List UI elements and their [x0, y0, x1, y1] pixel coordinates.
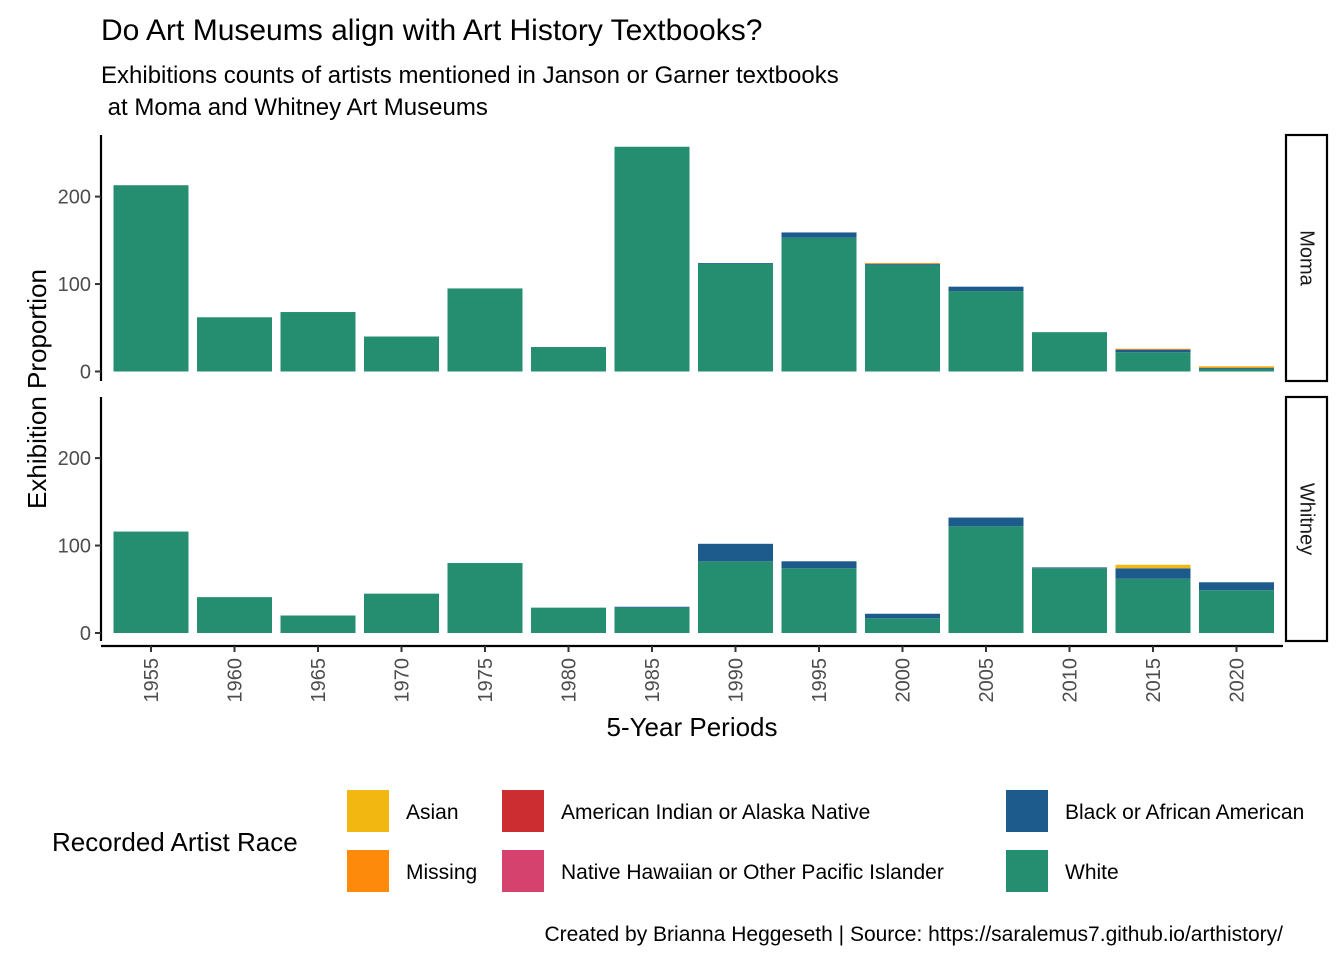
x-tick-label-1960: 1960 [225, 658, 247, 703]
bar-moma-2015-white [1115, 352, 1191, 372]
x-tick-label-2020: 2020 [1227, 658, 1249, 703]
legend-swatch-black-or-african-american [1006, 790, 1048, 832]
x-tick-label-1980: 1980 [559, 658, 581, 703]
y-axis-title: Exhibition Proportion [22, 269, 52, 509]
bar-moma-1995-white [781, 237, 857, 372]
bar-whitney-1980-white [531, 607, 606, 633]
y-tick-label-moma-200: 200 [58, 187, 91, 209]
facet-strip-label-moma: Moma [1296, 230, 1318, 286]
y-tick-label-moma-0: 0 [80, 362, 91, 384]
bar-moma-2020-missing [1199, 367, 1274, 368]
legend-title: Recorded Artist Race [52, 827, 298, 857]
bar-whitney-1995-black-or-african-american [781, 561, 857, 569]
facet-strip-label-whitney: Whitney [1296, 483, 1318, 555]
bar-whitney-2015-white [1115, 578, 1191, 633]
legend-label-missing: Missing [406, 861, 477, 884]
legend: Recorded Artist Race Asian Missing America… [52, 790, 1304, 892]
bar-moma-2000-missing [865, 263, 940, 264]
bar-whitney-1955-white [113, 531, 189, 633]
facet-strip-moma [1284, 133, 1329, 383]
bar-whitney-2020-black-or-african-american [1199, 582, 1274, 591]
bar-whitney-2020-white [1199, 590, 1274, 633]
x-tick-label-2000: 2000 [893, 658, 915, 703]
x-axis-title: 5-Year Periods [606, 712, 777, 742]
legend-swatch-native-hawaiian-or-other-pacific-islander [502, 850, 544, 892]
bar-moma-2010-white [1032, 332, 1107, 372]
bar-whitney-2005-white [948, 526, 1024, 633]
bar-whitney-1990-white [698, 561, 773, 633]
bar-moma-1980-white [531, 347, 606, 372]
bar-whitney-1960-white [197, 597, 272, 633]
bar-moma-2015-missing [1115, 348, 1191, 350]
bar-whitney-1970-white [364, 593, 439, 633]
x-tick-label-1955: 1955 [141, 658, 163, 703]
x-tick-label-1970: 1970 [392, 658, 414, 703]
bar-moma-1960-white [197, 317, 272, 372]
x-tick-label-1990: 1990 [726, 658, 748, 703]
bar-moma-1975-white [447, 288, 523, 372]
bar-moma-2020-asian [1199, 366, 1274, 368]
legend-label-american-indian-or-alaska-native: American Indian or Alaska Native [561, 801, 870, 824]
x-axis: 1955 1960 1965 1970 1975 1980 1985 1990 1995 2000… [101, 644, 1283, 703]
bar-moma-1990-black-or-african-american [698, 263, 773, 264]
chart-title: Do Art Museums align with Art History Te… [101, 14, 762, 47]
bar-moma-2020-white [1199, 368, 1274, 372]
legend-label-black-or-african-american: Black or African American [1065, 801, 1304, 824]
bar-whitney-1965-white [280, 615, 356, 633]
bar-moma-1965-white [280, 312, 356, 372]
bar-whitney-2005-black-or-african-american [948, 517, 1024, 527]
bar-moma-2005-white [948, 291, 1024, 372]
legend-label-white: White [1065, 861, 1119, 884]
x-tick-label-1965: 1965 [308, 658, 330, 703]
bar-whitney-1985-white [614, 607, 690, 633]
bar-moma-1955-white [113, 185, 189, 372]
bar-moma-2005-black-or-african-american [948, 286, 1024, 292]
chart-caption: Created by Brianna Heggeseth | Source: h… [544, 923, 1283, 946]
y-tick-label-whitney-100: 100 [58, 536, 91, 558]
legend-swatch-missing [347, 850, 389, 892]
y-tick-label-whitney-0: 0 [80, 623, 91, 645]
facet-panel-whitney: 0 100 200 Whitney [58, 395, 1329, 645]
x-tick-label-1975: 1975 [475, 658, 497, 703]
legend-label-asian: Asian [406, 801, 459, 824]
chart-subtitle-line-2: at Moma and Whitney Art Museums [101, 94, 488, 121]
bar-moma-1985-white [614, 146, 690, 372]
facet-panel-moma: 0 100 200 Moma [58, 133, 1329, 384]
bar-moma-1995-black-or-african-american [781, 232, 857, 238]
bar-whitney-2010-black-or-african-american [1032, 567, 1107, 569]
y-tick-label-whitney-200: 200 [58, 448, 91, 470]
facet-panels: 0 100 200 Moma 0 100 200 Whitney [58, 133, 1329, 645]
legend-swatch-american-indian-or-alaska-native [502, 790, 544, 832]
bar-whitney-2000-white [865, 618, 940, 633]
bar-moma-2020-black-or-african-american [1199, 368, 1274, 369]
x-tick-label-2005: 2005 [976, 658, 998, 703]
bar-whitney-1985-black-or-african-american [614, 606, 690, 608]
legend-label-native-hawaiian-or-other-pacific-islander: Native Hawaiian or Other Pacific Islande… [561, 861, 944, 884]
x-tick-label-2015: 2015 [1143, 658, 1165, 703]
bar-moma-2000-white [865, 264, 940, 372]
bar-whitney-2015-asian [1115, 564, 1191, 569]
legend-swatch-asian [347, 790, 389, 832]
bar-whitney-2015-black-or-african-american [1115, 568, 1191, 579]
y-tick-label-moma-100: 100 [58, 274, 91, 296]
bar-moma-1990-white [698, 263, 773, 372]
bar-moma-2000-black-or-african-american [865, 263, 940, 265]
bar-whitney-1995-white [781, 568, 857, 633]
bar-moma-1970-white [364, 336, 439, 372]
legend-swatch-white [1006, 850, 1048, 892]
bar-whitney-2010-white [1032, 568, 1107, 633]
x-tick-label-1995: 1995 [809, 658, 831, 703]
bar-moma-2015-black-or-african-american [1115, 349, 1191, 353]
facet-strip-whitney [1284, 395, 1329, 643]
bar-whitney-1975-white [447, 563, 523, 633]
chart-subtitle-line-1: Exhibitions counts of artists mentioned … [101, 62, 839, 89]
x-tick-label-2010: 2010 [1060, 658, 1082, 703]
bar-whitney-1990-black-or-african-american [698, 543, 773, 562]
bar-whitney-2000-black-or-african-american [865, 613, 940, 619]
x-tick-label-1985: 1985 [642, 658, 664, 703]
